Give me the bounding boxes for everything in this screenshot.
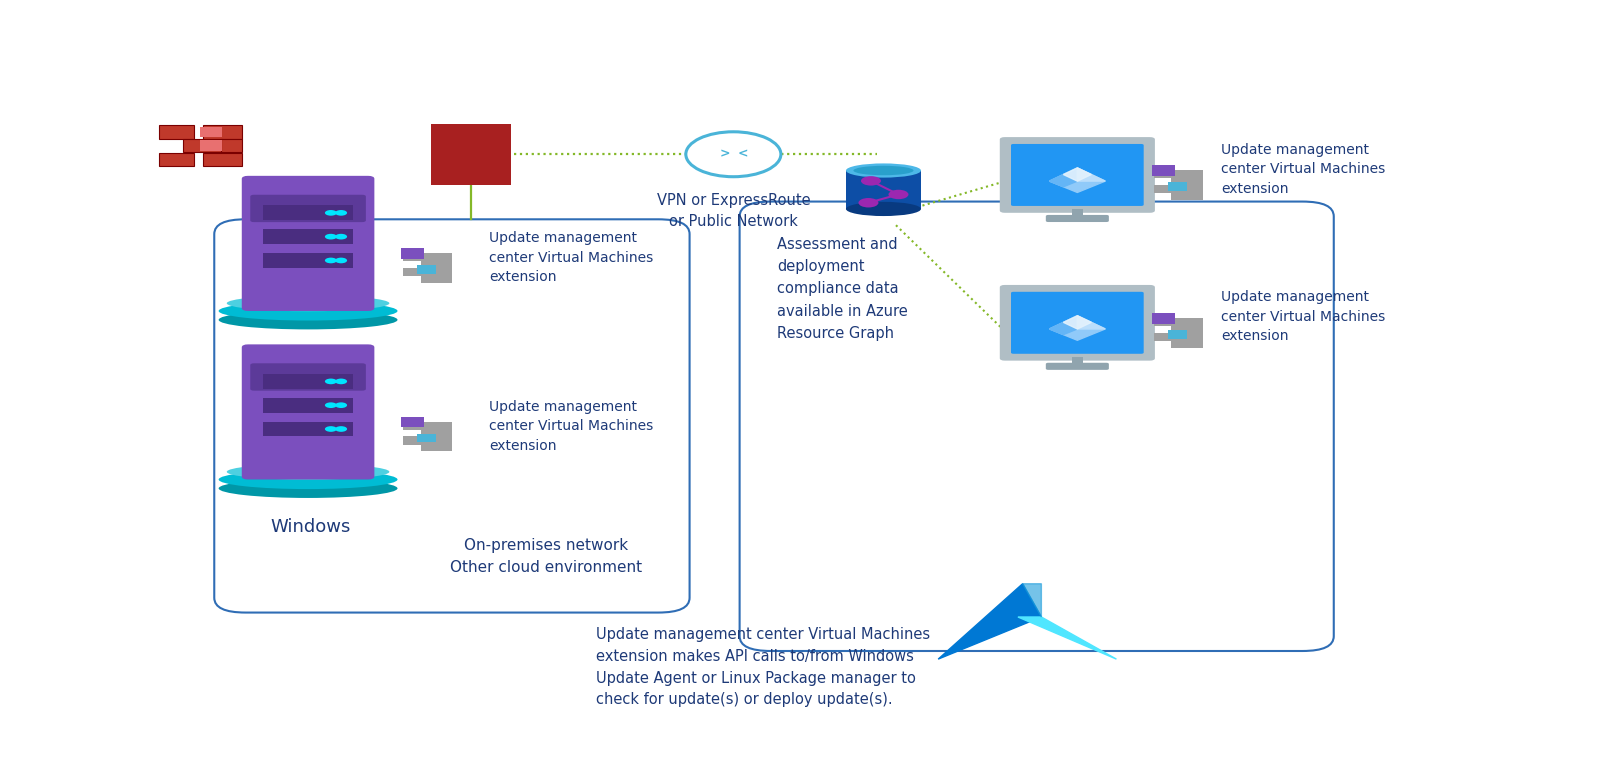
Circle shape (336, 402, 347, 408)
FancyBboxPatch shape (1154, 333, 1173, 341)
FancyBboxPatch shape (1072, 209, 1083, 217)
Circle shape (859, 198, 878, 207)
Polygon shape (1049, 168, 1106, 193)
Ellipse shape (846, 164, 922, 177)
FancyBboxPatch shape (404, 268, 423, 276)
Circle shape (324, 210, 337, 216)
Circle shape (324, 402, 337, 408)
Text: Update management
center Virtual Machines
extension: Update management center Virtual Machine… (1222, 290, 1385, 343)
FancyBboxPatch shape (999, 285, 1156, 361)
FancyBboxPatch shape (160, 153, 194, 166)
Ellipse shape (218, 301, 397, 320)
FancyBboxPatch shape (1152, 313, 1175, 324)
Circle shape (324, 257, 337, 263)
FancyBboxPatch shape (263, 398, 353, 412)
Text: Windows: Windows (271, 518, 350, 536)
FancyBboxPatch shape (263, 422, 353, 436)
Circle shape (336, 257, 347, 263)
FancyBboxPatch shape (1046, 215, 1109, 222)
Text: Update management
center Virtual Machines
extension: Update management center Virtual Machine… (489, 400, 654, 453)
FancyBboxPatch shape (242, 344, 374, 479)
Polygon shape (1064, 316, 1091, 329)
Ellipse shape (854, 166, 914, 175)
FancyBboxPatch shape (999, 137, 1156, 213)
FancyBboxPatch shape (221, 139, 242, 152)
Circle shape (336, 210, 347, 216)
FancyBboxPatch shape (1172, 170, 1202, 200)
FancyBboxPatch shape (263, 205, 353, 220)
Circle shape (324, 379, 337, 384)
Polygon shape (1049, 168, 1078, 187)
FancyBboxPatch shape (421, 422, 452, 452)
FancyBboxPatch shape (1172, 318, 1202, 348)
Circle shape (324, 426, 337, 432)
FancyBboxPatch shape (203, 125, 242, 138)
Text: >: > (720, 147, 730, 161)
Polygon shape (1049, 316, 1078, 335)
FancyBboxPatch shape (160, 125, 194, 138)
FancyBboxPatch shape (404, 253, 423, 261)
FancyBboxPatch shape (203, 153, 242, 166)
Text: VPN or ExpressRoute
or Public Network: VPN or ExpressRoute or Public Network (657, 193, 810, 229)
FancyBboxPatch shape (263, 229, 353, 244)
FancyBboxPatch shape (263, 374, 353, 389)
Polygon shape (1078, 168, 1106, 181)
FancyBboxPatch shape (263, 253, 353, 268)
FancyBboxPatch shape (404, 422, 423, 430)
Ellipse shape (228, 295, 389, 311)
FancyBboxPatch shape (402, 248, 424, 259)
Circle shape (686, 132, 781, 177)
Polygon shape (1064, 168, 1091, 181)
Ellipse shape (218, 478, 397, 498)
FancyBboxPatch shape (431, 124, 510, 185)
Polygon shape (1018, 617, 1117, 659)
FancyBboxPatch shape (1152, 165, 1175, 176)
FancyBboxPatch shape (184, 139, 223, 152)
FancyBboxPatch shape (1010, 292, 1144, 354)
FancyBboxPatch shape (250, 195, 366, 222)
Ellipse shape (846, 202, 922, 216)
FancyBboxPatch shape (242, 176, 374, 311)
Text: Update management
center Virtual Machines
extension: Update management center Virtual Machine… (489, 231, 654, 284)
Circle shape (324, 233, 337, 240)
FancyBboxPatch shape (416, 434, 436, 442)
Text: Assessment and
deployment
compliance data
available in Azure
Resource Graph: Assessment and deployment compliance dat… (778, 237, 909, 341)
FancyBboxPatch shape (1154, 170, 1173, 178)
Text: <: < (738, 147, 749, 161)
FancyBboxPatch shape (1072, 357, 1083, 366)
Circle shape (336, 379, 347, 384)
Text: On-premises network
Other cloud environment: On-premises network Other cloud environm… (450, 538, 642, 575)
FancyBboxPatch shape (1154, 318, 1173, 326)
FancyBboxPatch shape (250, 363, 366, 391)
Polygon shape (1023, 584, 1041, 617)
Circle shape (336, 233, 347, 240)
Ellipse shape (218, 470, 397, 489)
Polygon shape (1078, 316, 1106, 329)
FancyBboxPatch shape (846, 170, 922, 209)
FancyBboxPatch shape (200, 127, 221, 137)
Circle shape (336, 426, 347, 432)
Ellipse shape (228, 464, 389, 480)
FancyBboxPatch shape (200, 141, 221, 151)
FancyBboxPatch shape (402, 416, 424, 427)
Polygon shape (1049, 316, 1106, 340)
Circle shape (860, 176, 881, 186)
FancyBboxPatch shape (1167, 182, 1186, 191)
Polygon shape (938, 584, 1041, 659)
Ellipse shape (218, 310, 397, 329)
FancyBboxPatch shape (1010, 144, 1144, 206)
FancyBboxPatch shape (1046, 362, 1109, 370)
Text: Update management center Virtual Machines
extension makes API calls to/from Wind: Update management center Virtual Machine… (596, 627, 930, 707)
FancyBboxPatch shape (416, 265, 436, 273)
Text: Update management
center Virtual Machines
extension: Update management center Virtual Machine… (1222, 143, 1385, 196)
Circle shape (888, 190, 909, 199)
Text: Linux: Linux (278, 349, 326, 367)
FancyBboxPatch shape (404, 436, 423, 445)
FancyBboxPatch shape (1154, 185, 1173, 194)
FancyBboxPatch shape (421, 253, 452, 283)
FancyBboxPatch shape (1167, 330, 1186, 339)
